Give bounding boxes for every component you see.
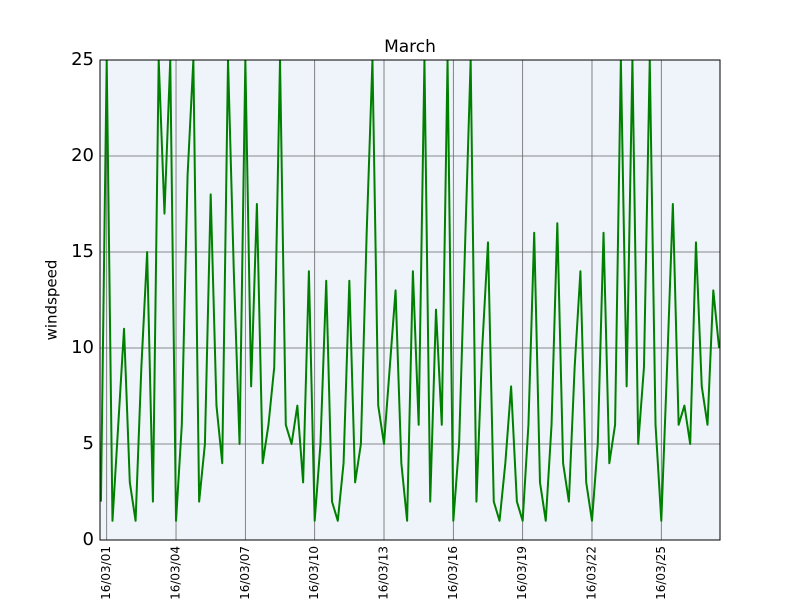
plot-frame xyxy=(99,59,721,541)
y-tick-label: 15 xyxy=(71,241,94,262)
y-tick-label: 5 xyxy=(83,433,94,454)
y-tick-label: 10 xyxy=(71,337,94,358)
x-tick-label: 2016/03/01 xyxy=(99,546,113,600)
x-tick-label: 2016/03/22 xyxy=(584,546,598,600)
y-tick-label: 25 xyxy=(71,49,94,70)
y-tick-label: 0 xyxy=(83,529,94,550)
x-tick-label: 2016/03/16 xyxy=(446,546,460,600)
y-tick-label: 20 xyxy=(71,145,94,166)
x-tick-label: 2016/03/25 xyxy=(654,546,668,600)
data-line xyxy=(100,60,720,522)
x-tick-label: 2016/03/04 xyxy=(169,546,183,600)
plot-background xyxy=(100,60,720,540)
x-tick-label: 2016/03/13 xyxy=(377,546,391,600)
y-axis-label: windspeed xyxy=(43,260,61,341)
x-tick-label: 2016/03/07 xyxy=(238,546,252,600)
x-tick-label: 2016/03/19 xyxy=(515,546,529,600)
chart-title: March xyxy=(384,37,436,57)
x-tick-label: 2016/03/10 xyxy=(307,546,321,600)
